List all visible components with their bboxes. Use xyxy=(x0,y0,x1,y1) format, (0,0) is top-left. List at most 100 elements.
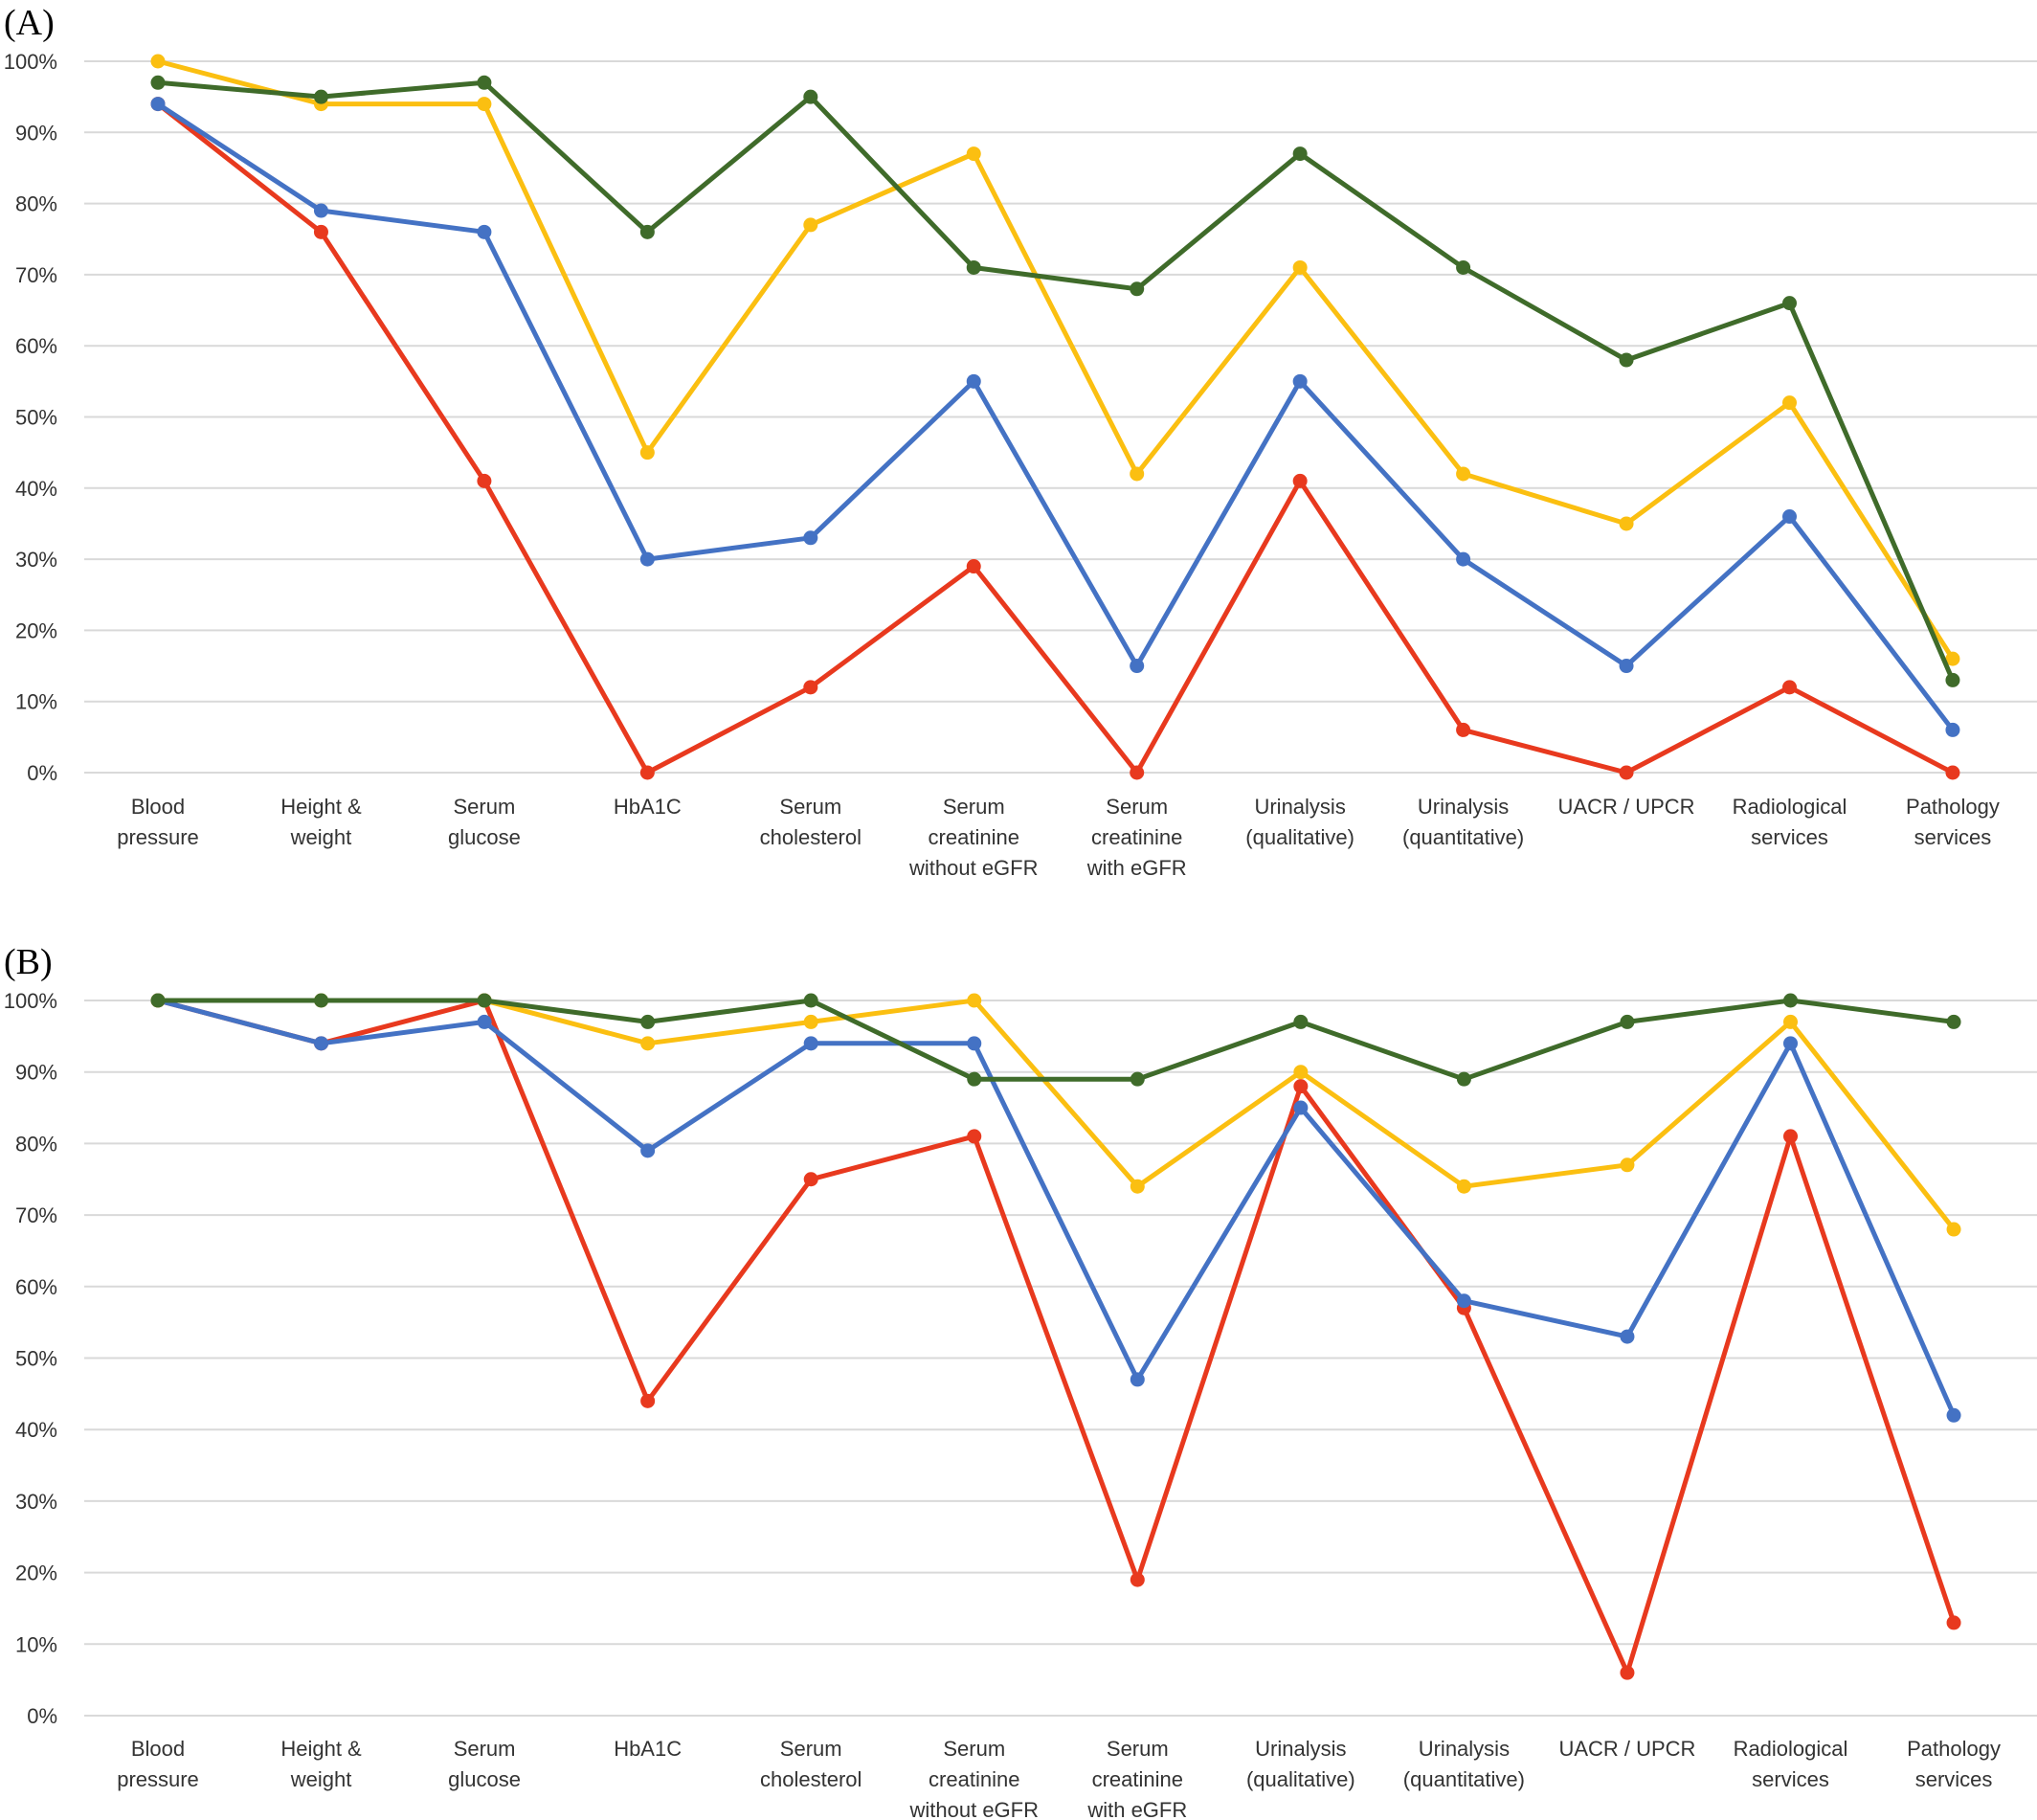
y-tick-label: 50% xyxy=(15,406,57,430)
series-line xyxy=(155,998,1957,1082)
x-category-line: creatinine xyxy=(929,1767,1019,1791)
data-point xyxy=(1945,651,1960,666)
series-line xyxy=(155,101,1956,732)
data-point xyxy=(150,993,166,1008)
y-tick-label: 70% xyxy=(15,1203,57,1227)
x-category-label: Pathology services xyxy=(1906,795,2000,849)
data-point xyxy=(1783,1014,1798,1029)
series-3 xyxy=(150,75,1960,687)
data-point xyxy=(1782,509,1797,525)
data-point xyxy=(639,551,655,567)
x-category-line: weight xyxy=(290,825,352,849)
series-2 xyxy=(150,54,1960,666)
x-category-line: Serum xyxy=(1106,795,1168,819)
x-category-line: Radiological xyxy=(1733,795,1847,819)
x-category-line: Blood xyxy=(131,795,185,819)
data-point xyxy=(1456,1293,1471,1309)
data-point xyxy=(1946,1222,1961,1237)
data-point xyxy=(1620,1665,1635,1680)
y-tick-label: 20% xyxy=(15,1562,57,1585)
data-point xyxy=(803,1172,818,1187)
data-point xyxy=(1130,659,1145,674)
y-tick-label: 50% xyxy=(15,1347,57,1371)
x-category-label: Serum cholesterol xyxy=(760,795,862,849)
data-point xyxy=(1456,551,1471,567)
data-point xyxy=(1783,1036,1798,1051)
data-point xyxy=(1946,1615,1961,1630)
data-point xyxy=(1619,765,1634,780)
data-point xyxy=(150,97,166,112)
x-category-line: UACR / UPCR xyxy=(1558,1737,1695,1761)
x-category-line: HbA1C xyxy=(614,795,682,819)
data-point xyxy=(1782,395,1797,411)
x-category-label: UACR / UPCR xyxy=(1558,1737,1695,1761)
data-point xyxy=(477,473,492,488)
series-0 xyxy=(150,97,1960,737)
x-category-line: creatinine xyxy=(1092,1767,1183,1791)
data-point xyxy=(1456,722,1471,737)
x-category-line: creatinine xyxy=(929,825,1019,849)
x-category-label: UACR / UPCR xyxy=(1558,795,1695,819)
x-category-label: Serum glucose xyxy=(448,795,521,849)
data-point xyxy=(1782,680,1797,695)
data-point xyxy=(803,217,818,233)
y-tick-label: 100% xyxy=(4,50,57,74)
data-point xyxy=(1456,466,1471,482)
x-category-label: Serum cholesterol xyxy=(760,1737,862,1791)
x-category-line: services xyxy=(1751,825,1828,849)
x-category-line: Height & xyxy=(280,1737,362,1761)
series-line xyxy=(155,998,1957,1675)
data-point xyxy=(966,559,981,574)
x-category-label: Height & weight xyxy=(280,795,362,849)
x-category-line: Urinalysis xyxy=(1255,1737,1346,1761)
x-category-line: (qualitative) xyxy=(1246,1767,1355,1791)
x-category-label: Serum creatinine with eGFR xyxy=(1086,1737,1187,1820)
x-category-line: creatinine xyxy=(1091,825,1182,849)
y-tick-label: 90% xyxy=(15,121,57,145)
x-category-line: UACR / UPCR xyxy=(1558,795,1695,819)
x-category-line: Serum xyxy=(1107,1737,1169,1761)
data-point xyxy=(150,54,166,69)
panel-label: (A) xyxy=(4,3,55,43)
data-point xyxy=(803,680,818,695)
data-point xyxy=(1130,1179,1145,1194)
data-point xyxy=(967,1071,982,1087)
x-category-label: Serum creatinine without eGFR xyxy=(909,1737,1040,1820)
x-category-line: with eGFR xyxy=(1086,1798,1187,1820)
data-point xyxy=(1945,672,1960,687)
data-point xyxy=(1782,296,1797,311)
data-point xyxy=(313,203,328,218)
data-point xyxy=(966,146,981,162)
series-line xyxy=(155,79,1956,683)
x-category-line: (quantitative) xyxy=(1403,1767,1525,1791)
data-point xyxy=(640,1014,656,1029)
x-category-line: Serum xyxy=(780,1737,842,1761)
data-point xyxy=(313,224,328,239)
data-point xyxy=(313,89,328,104)
data-point xyxy=(639,224,655,239)
data-point xyxy=(1945,722,1960,737)
series-line xyxy=(155,998,1957,1232)
x-category-line: Serum xyxy=(454,1737,516,1761)
x-category-label: HbA1C xyxy=(614,1737,682,1761)
x-category-line: weight xyxy=(290,1767,352,1791)
data-point xyxy=(1946,1407,1961,1423)
data-point xyxy=(477,224,492,239)
x-category-line: Serum xyxy=(943,795,1005,819)
data-point xyxy=(967,993,982,1008)
x-category-line: Pathology xyxy=(1907,1737,2001,1761)
y-tick-label: 30% xyxy=(15,548,57,572)
x-category-line: Radiological xyxy=(1734,1737,1848,1761)
y-tick-label: 70% xyxy=(15,263,57,287)
data-point xyxy=(1292,146,1308,162)
x-category-line: Pathology xyxy=(1906,795,2000,819)
x-category-line: Blood xyxy=(131,1737,185,1761)
x-category-label: Urinalysis (quantitative) xyxy=(1402,795,1524,849)
x-category-label: Serum glucose xyxy=(448,1737,521,1791)
data-point xyxy=(1620,1329,1635,1344)
y-tick-label: 60% xyxy=(15,1275,57,1299)
y-tick-label: 80% xyxy=(15,192,57,216)
x-category-line: HbA1C xyxy=(614,1737,682,1761)
x-category-line: Serum xyxy=(454,795,516,819)
y-tick-label: 90% xyxy=(15,1061,57,1085)
